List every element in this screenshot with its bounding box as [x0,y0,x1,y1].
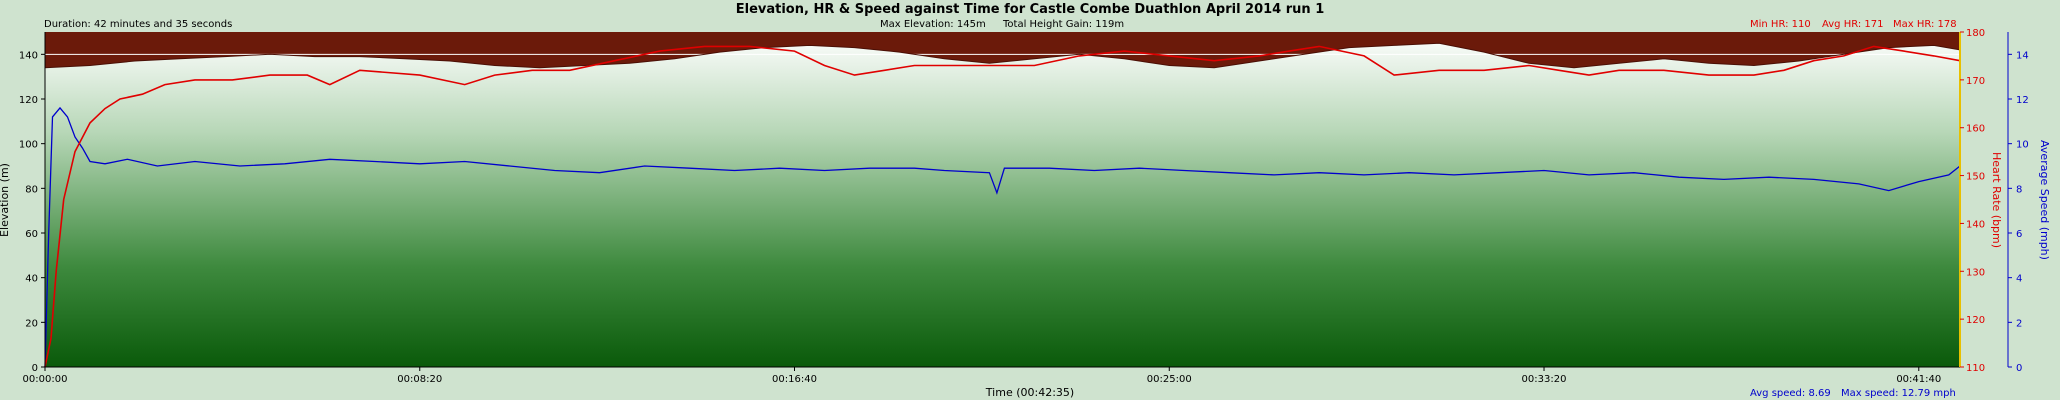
speed-tick-label: 2 [2016,318,2022,329]
time-tick-label: 00:41:40 [1896,374,1941,385]
max-speed-label: Max speed: 12.79 mph [1841,388,1956,399]
speed-line [44,106,1961,368]
time-tick-label: 00:33:20 [1522,374,1567,385]
hr-tick-label: 110 [1966,363,1985,374]
elevation-axis: 0 20 40 60 80 100 120 140 [19,50,45,374]
time-tick-label: 00:16:40 [772,374,817,385]
max-hr-label: Max HR: 178 [1893,19,1957,30]
hr-tick-label: 130 [1966,267,1985,278]
time-axis: 00:00:00 00:08:20 00:16:40 00:25:00 00:33:20… [23,367,1941,385]
hr-tick-label: 150 [1966,172,1985,183]
elevation-tick-label: 20 [25,318,38,329]
elevation-tick-label: 80 [25,184,38,195]
avg-speed-label: Avg speed: 8.69 [1750,388,1831,399]
elevation-axis-label: Elevation (m) [0,163,11,237]
hr-axis: 110 120 130 140 150 160 170 180 [1960,28,1985,374]
hr-tick-label: 120 [1966,315,1985,326]
total-height-gain-label: Total Height Gain: 119m [1002,19,1124,30]
time-tick-label: 00:25:00 [1147,374,1192,385]
heart-rate-line [44,45,1961,368]
avg-hr-label: Avg HR: 171 [1822,19,1884,30]
hr-tick-label: 160 [1966,124,1985,135]
speed-tick-label: 14 [2016,50,2029,61]
speed-tick-label: 8 [2016,184,2022,195]
elevation-line [44,42,1961,69]
elevation-tick-label: 140 [19,50,38,61]
speed-tick-label: 4 [2016,274,2022,285]
hr-tick-label: 180 [1966,28,1985,39]
elevation-tick-label: 60 [25,229,38,240]
elevation-tick-label: 40 [25,274,38,285]
speed-tick-label: 6 [2016,229,2022,240]
elevation-tick-label: 0 [32,363,38,374]
speed-tick-label: 10 [2016,140,2029,151]
hr-axis-label: Heart Rate (bpm) [1990,152,2003,248]
elevation-area [45,32,1960,68]
time-tick-label: 00:00:00 [23,374,68,385]
elevation-tick-label: 120 [19,95,38,106]
speed-axis: 0 2 4 6 8 10 12 14 [2008,50,2029,374]
min-hr-label: Min HR: 110 [1750,19,1811,30]
chart-title: Elevation, HR & Speed against Time for C… [736,2,1325,17]
speed-tick-label: 0 [2016,363,2022,374]
duration-label: Duration: 42 minutes and 35 seconds [44,19,232,30]
max-elevation-label: Max Elevation: 145m [880,19,986,30]
time-tick-label: 00:08:20 [397,374,442,385]
elevation-tick-label: 100 [19,140,38,151]
hr-tick-label: 140 [1966,219,1985,230]
plot-area [45,32,1960,367]
speed-tick-label: 12 [2016,95,2029,106]
time-axis-label: Time (00:42:35) [985,386,1074,399]
speed-axis-label: Average Speed (mph) [2038,140,2051,260]
hr-tick-label: 170 [1966,76,1985,87]
